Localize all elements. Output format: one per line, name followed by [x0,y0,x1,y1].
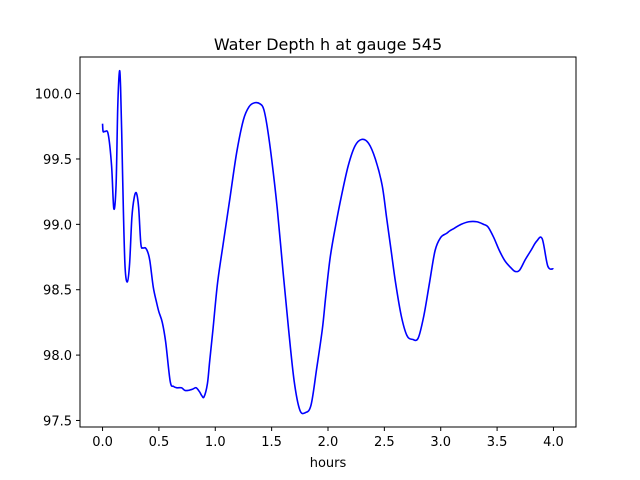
x-axis-label: hours [310,456,347,471]
plot-frame [79,56,577,428]
x-axis: 0.0 0.5 1.0 1.5 2.0 2.5 3.0 3.5 4.0 [92,427,564,450]
y-tick-label: 99.0 [43,218,72,233]
y-tick-label: 97.5 [43,414,72,429]
x-tick-label: 3.5 [487,435,508,450]
x-tick-label: 1.0 [205,435,226,450]
x-tick-label: 2.5 [374,435,395,450]
water-depth-series-line [101,69,554,415]
plot-area [101,69,554,415]
x-tick-label: 3.0 [430,435,451,450]
y-axis: 97.5 98.0 98.5 99.0 99.5 100.0 [35,88,80,429]
x-tick-label: 0.5 [149,435,170,450]
y-tick-label: 100.0 [35,88,72,103]
y-tick-label: 99.5 [43,153,72,168]
y-tick-label: 98.5 [43,284,72,299]
x-tick-label: 0.0 [92,435,113,450]
x-tick-label: 2.0 [318,435,339,450]
y-tick-label: 98.0 [43,349,72,364]
x-tick-label: 4.0 [543,435,564,450]
x-tick-label: 1.5 [261,435,282,450]
chart-title: Water Depth h at gauge 545 [214,35,442,54]
